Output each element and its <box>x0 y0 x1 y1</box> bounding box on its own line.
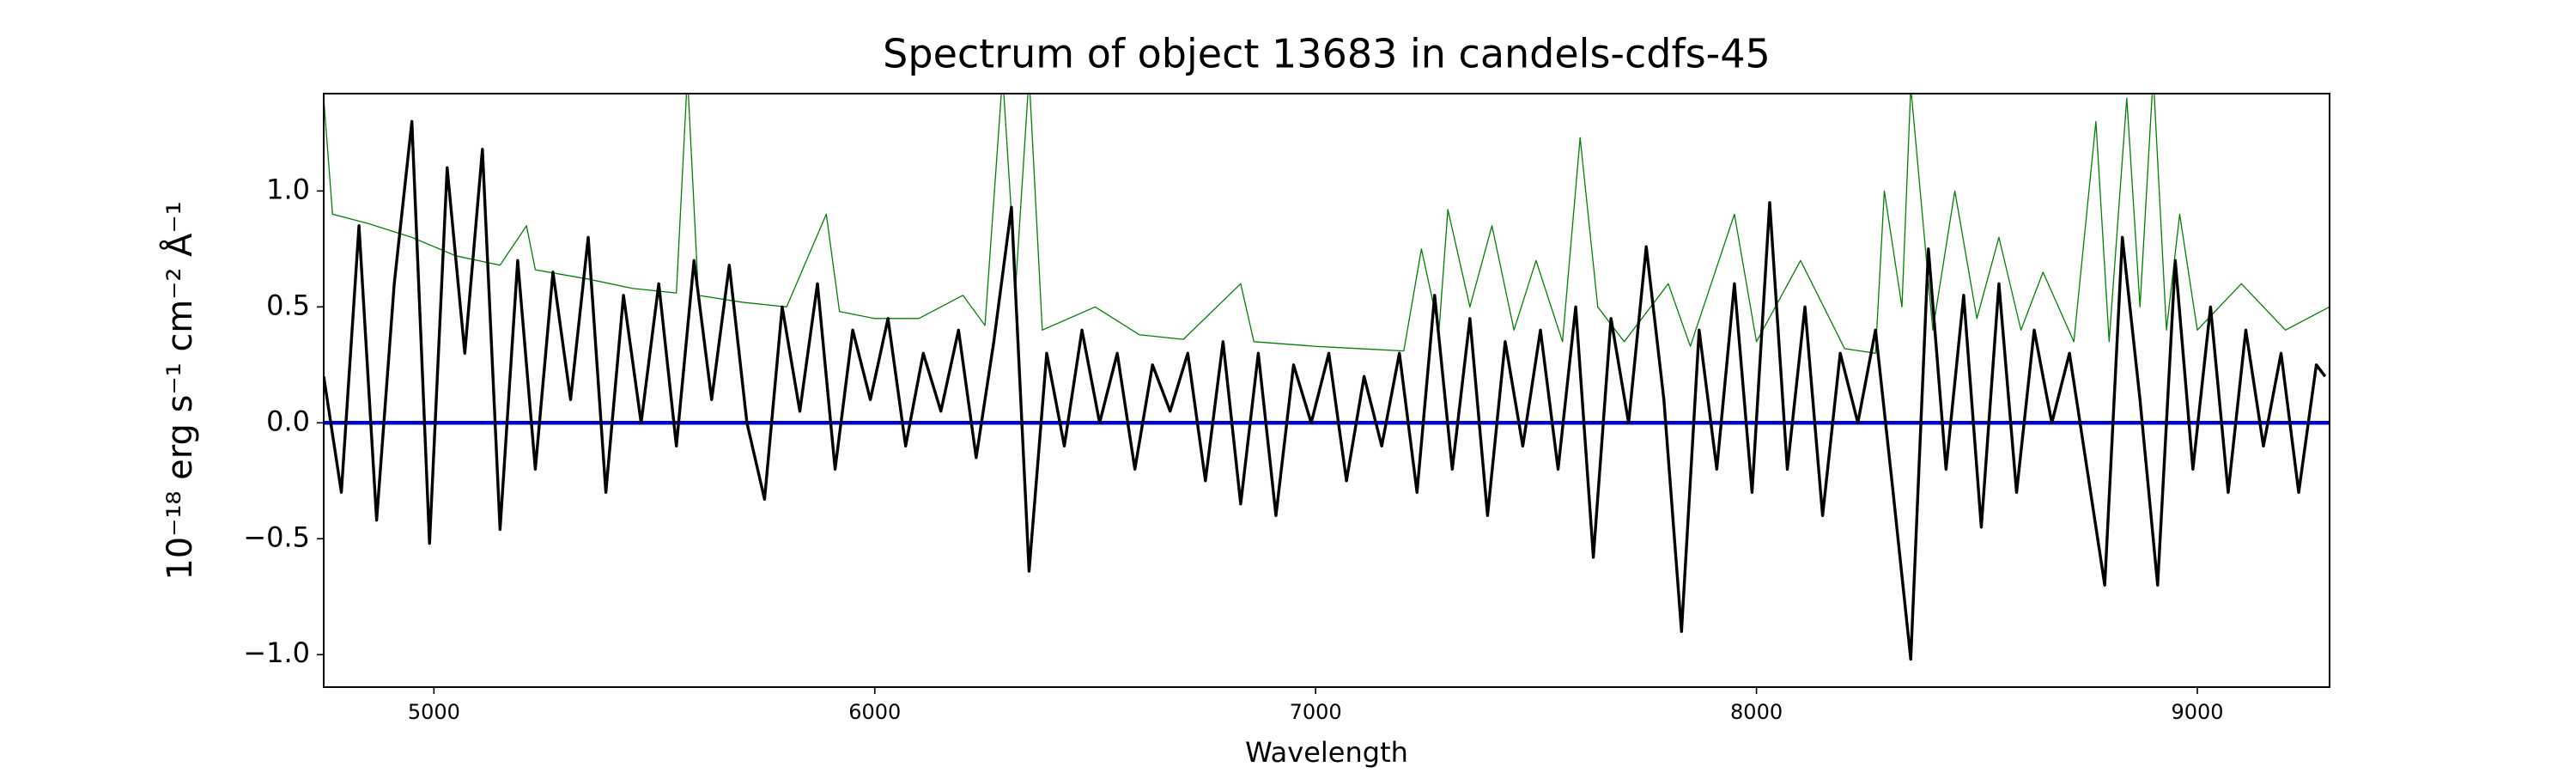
y-tick-label: 1.0 <box>266 173 310 205</box>
y-tick-label: −0.5 <box>243 520 310 553</box>
x-tick-label: 9000 <box>2171 700 2223 724</box>
x-tick-label: 6000 <box>848 700 901 724</box>
x-tick-label: 8000 <box>1730 700 1783 724</box>
y-tick-label: −1.0 <box>243 636 310 669</box>
plot-frame <box>323 93 2330 688</box>
x-axis-label: Wavelength <box>1245 736 1408 769</box>
x-tick-label: 5000 <box>408 700 460 724</box>
x-tick-label: 7000 <box>1290 700 1342 724</box>
y-axis-label: 10⁻¹⁸ erg s⁻¹ cm⁻² Å⁻¹ <box>159 201 200 580</box>
spectrum-line <box>324 119 2327 661</box>
plot-area <box>324 94 2330 661</box>
spectrum-line <box>324 94 2330 354</box>
chart-title: Spectrum of object 13683 in candels-cdfs… <box>883 31 1771 77</box>
y-tick-label: 0.0 <box>266 405 310 437</box>
y-tick-label: 0.5 <box>266 289 310 321</box>
